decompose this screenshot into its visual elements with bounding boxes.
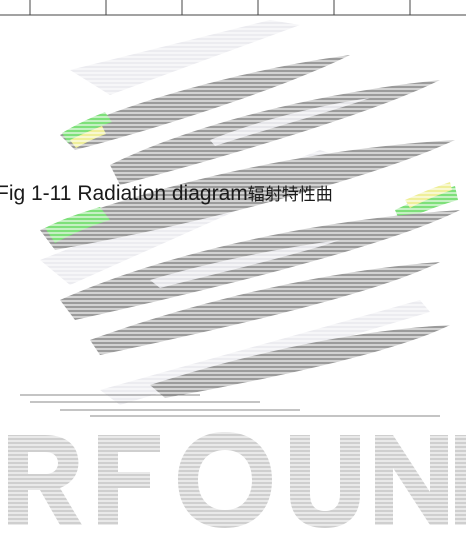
watermark-logo	[8, 432, 466, 528]
caption-cjk: 辐射特性曲	[247, 185, 333, 205]
caption-latin: Fig 1-11 Radiation diagram	[0, 182, 248, 205]
top-axis-ticks	[0, 0, 466, 16]
glitch-lines	[20, 394, 440, 417]
figure-caption: Fig 1-11 Radiation diagram辐射特性曲	[0, 179, 466, 209]
